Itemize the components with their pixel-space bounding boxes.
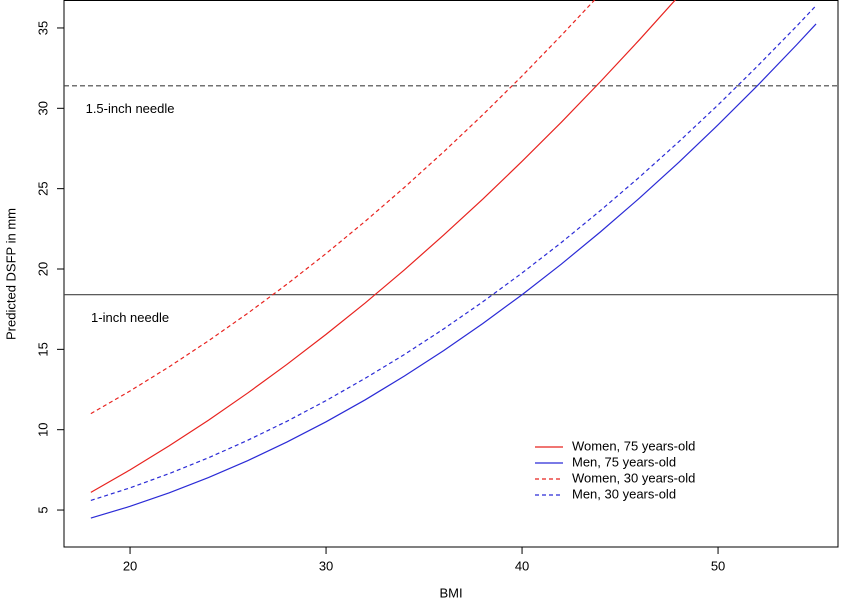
x-tick-label: 20 <box>123 558 137 573</box>
y-tick-label: 25 <box>35 181 50 195</box>
y-axis-label: Predicted DSFP in mm <box>3 208 18 340</box>
legend-label: Women, 75 years-old <box>572 438 695 453</box>
plot-area <box>64 0 838 519</box>
legend-label: Women, 30 years-old <box>572 470 695 485</box>
y-tick-label: 5 <box>35 506 50 513</box>
legend-label: Men, 30 years-old <box>572 486 676 501</box>
series-line <box>90 0 677 493</box>
reference-label: 1.5-inch needle <box>86 101 175 116</box>
y-tick-label: 20 <box>35 262 50 276</box>
x-tick-label: 50 <box>711 558 725 573</box>
series-line <box>90 0 596 415</box>
series-line <box>90 23 817 519</box>
y-tick-label: 10 <box>35 422 50 436</box>
y-tick-label: 15 <box>35 342 50 356</box>
x-axis-label: BMI <box>439 585 462 600</box>
legend-label: Men, 75 years-old <box>572 454 676 469</box>
y-tick-label: 30 <box>35 101 50 115</box>
x-tick-label: 30 <box>319 558 333 573</box>
y-tick-label: 35 <box>35 21 50 35</box>
plot-frame <box>63 0 839 548</box>
reference-label: 1-inch needle <box>91 310 169 325</box>
x-tick-label: 40 <box>515 558 529 573</box>
